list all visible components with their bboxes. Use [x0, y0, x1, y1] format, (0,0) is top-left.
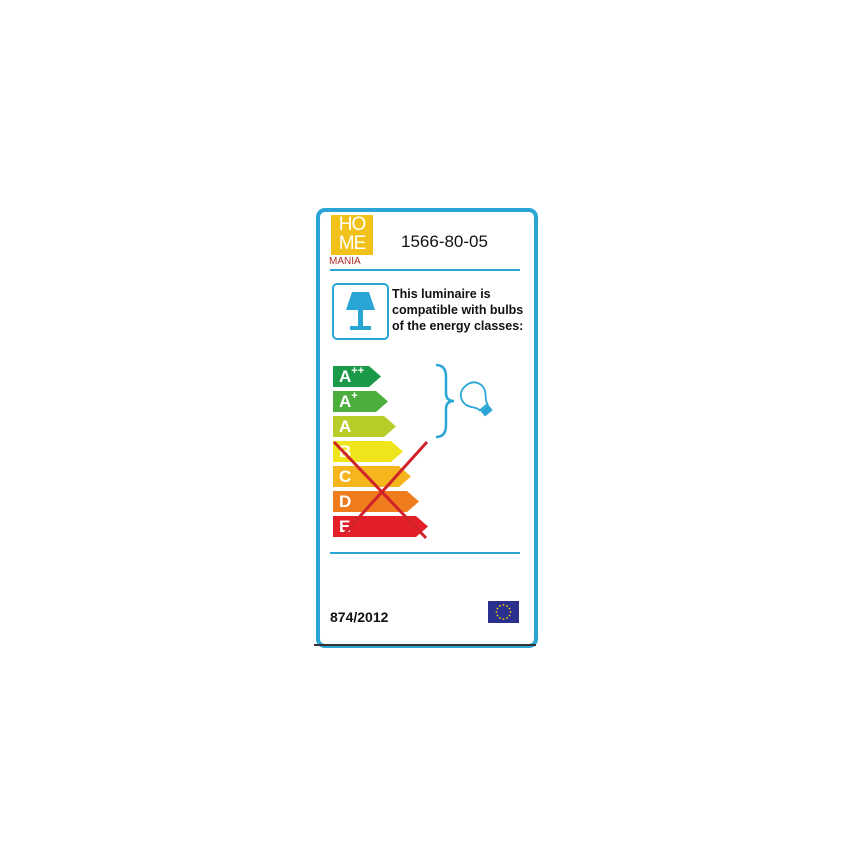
eu-star	[499, 617, 501, 619]
divider-bottom	[330, 552, 520, 554]
label-shadow	[314, 644, 536, 646]
table-lamp-icon	[332, 283, 389, 340]
energy-class-label: A	[339, 392, 352, 411]
eu-star	[499, 605, 501, 607]
regulation-number: 874/2012	[330, 609, 389, 625]
eu-star	[508, 614, 511, 617]
energy-class-bar: A+	[333, 391, 388, 412]
logo-text-top: HO	[338, 214, 367, 235]
brace-icon	[435, 363, 455, 439]
eu-star	[502, 618, 505, 620]
eu-star	[495, 611, 498, 613]
energy-class-label: A	[339, 367, 352, 386]
energy-class-label: A	[339, 417, 352, 436]
energy-class-label: C	[339, 467, 352, 486]
incompatible-cross	[332, 440, 429, 540]
eu-flag-icon	[488, 601, 519, 623]
divider-top	[330, 269, 520, 271]
energy-class-suffix: +	[351, 390, 358, 402]
energy-class-label: D	[339, 492, 352, 511]
eu-star	[496, 607, 499, 610]
energy-class-bar: A	[333, 416, 396, 437]
brand-logo: HO ME	[331, 215, 373, 255]
logo-text-mid: ME	[338, 233, 367, 254]
eu-star	[506, 617, 508, 619]
eu-star	[502, 604, 505, 606]
eu-star	[508, 607, 511, 610]
compatibility-text: This luminaire is compatible with bulbs …	[392, 287, 524, 333]
energy-class-label: E	[339, 517, 351, 536]
light-bulb-icon	[459, 381, 493, 417]
energy-class-bar: A++	[333, 366, 381, 387]
logo-text-bottom: MANIA	[329, 256, 361, 267]
energy-class-suffix: ++	[351, 365, 365, 377]
product-code: 1566-80-05	[401, 232, 488, 251]
eu-star	[496, 614, 499, 617]
eu-star	[506, 605, 508, 607]
eu-star	[509, 611, 512, 613]
